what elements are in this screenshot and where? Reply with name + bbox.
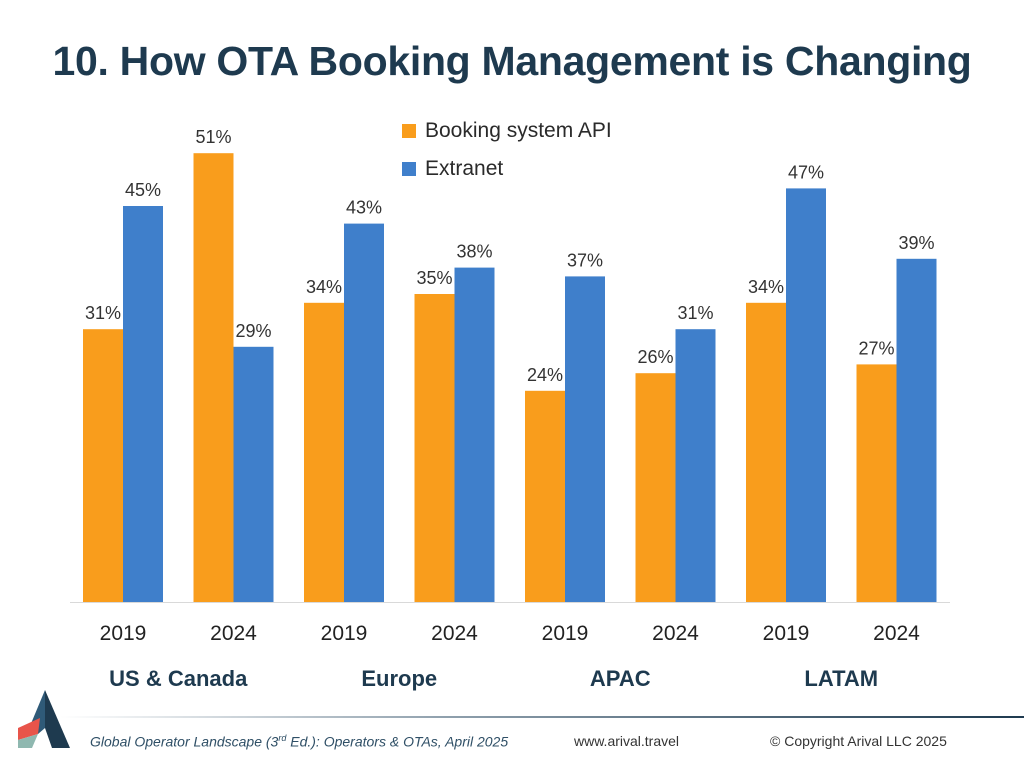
data-label-booking-api-8: 27%	[858, 338, 894, 358]
group-label-1: US & Canada	[109, 666, 248, 691]
x-tick-label-6: 2024	[652, 622, 699, 645]
legend: Booking system API Extranet	[402, 112, 612, 188]
bar-booking-api-7	[746, 302, 786, 602]
source-citation: Global Operator Landscape (3rd Ed.): Ope…	[90, 733, 509, 750]
data-label-booking-api-5: 24%	[527, 365, 563, 385]
bar-booking-api-2	[193, 153, 234, 602]
data-label-booking-api-4: 35%	[416, 268, 452, 288]
copyright-text: © Copyright Arival LLC 2025	[770, 733, 947, 749]
bar-booking-api-1	[83, 329, 123, 602]
bar-extranet-8	[896, 258, 937, 602]
x-tick-label-4: 2024	[431, 622, 478, 645]
x-tick-label-1: 2019	[100, 622, 147, 645]
legend-label-extranet: Extranet	[425, 157, 504, 180]
data-label-extranet-2: 29%	[235, 321, 271, 341]
x-tick-label-8: 2024	[873, 622, 920, 645]
data-label-extranet-4: 38%	[456, 242, 492, 262]
x-tick-label-2: 2024	[210, 622, 257, 645]
data-label-booking-api-1: 31%	[85, 303, 121, 323]
legend-item-extranet: Extranet	[402, 150, 612, 188]
x-tick-label-3: 2019	[321, 622, 368, 645]
website-link[interactable]: www.arival.travel	[574, 733, 680, 749]
data-label-extranet-8: 39%	[898, 233, 934, 253]
group-label-2: Europe	[361, 666, 437, 691]
bar-booking-api-5	[525, 390, 565, 602]
chart-title: 10. How OTA Booking Management is Changi…	[52, 38, 972, 84]
bar-extranet-5	[565, 276, 605, 602]
bar-extranet-1	[123, 206, 163, 602]
bar-extranet-4	[454, 267, 495, 602]
data-label-booking-api-6: 26%	[637, 347, 673, 367]
data-label-extranet-1: 45%	[125, 180, 161, 200]
bar-extranet-3	[344, 223, 384, 602]
data-label-booking-api-3: 34%	[306, 277, 342, 297]
data-label-booking-api-2: 51%	[195, 127, 231, 147]
data-label-extranet-5: 37%	[567, 250, 603, 270]
bar-extranet-6	[675, 329, 716, 602]
x-tick-label-7: 2019	[763, 622, 810, 645]
legend-swatch-extranet	[402, 162, 416, 176]
bar-extranet-7	[786, 188, 826, 602]
bar-booking-api-6	[635, 373, 676, 602]
legend-swatch-booking-api	[402, 124, 416, 138]
legend-label-booking-api: Booking system API	[425, 119, 612, 142]
data-label-extranet-7: 47%	[788, 162, 824, 182]
bar-extranet-2	[233, 346, 274, 602]
arival-logo-icon	[18, 690, 70, 748]
x-tick-label-5: 2019	[542, 622, 589, 645]
legend-item-booking-api: Booking system API	[402, 112, 612, 150]
data-label-extranet-3: 43%	[346, 198, 382, 218]
bar-booking-api-8	[856, 364, 897, 602]
group-label-3: APAC	[590, 666, 651, 691]
data-label-extranet-6: 31%	[677, 303, 713, 323]
bar-booking-api-3	[304, 302, 344, 602]
bar-booking-api-4	[414, 294, 455, 602]
data-label-booking-api-7: 34%	[748, 277, 784, 297]
footer-divider	[60, 716, 1024, 718]
group-label-4: LATAM	[804, 666, 878, 691]
